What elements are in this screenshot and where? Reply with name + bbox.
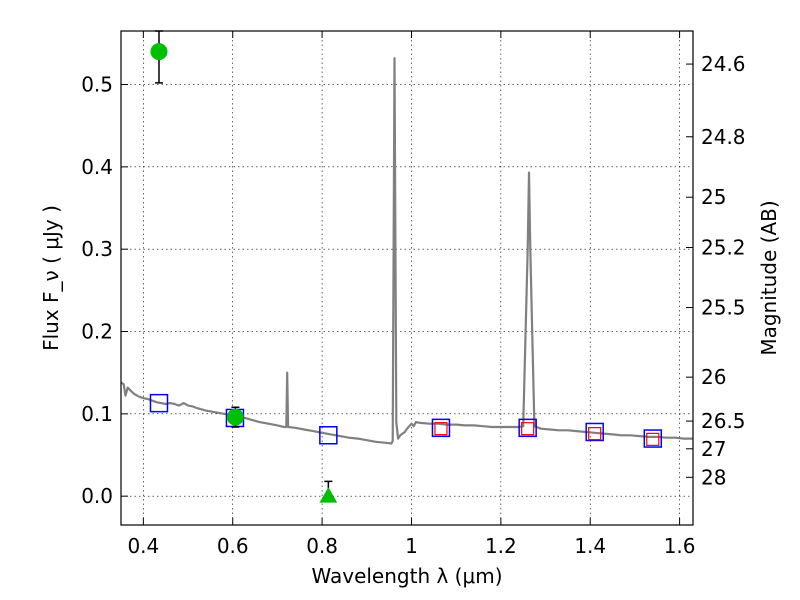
axis-ticks: 0.4 0.6 0.8 1 1.2 1.4 1.6 0.0 0.1 0.2 0.3 0.4 0.5 24.…	[81, 31, 746, 558]
x-tick-label: 1.2	[485, 534, 517, 558]
right-tick-label: 25.2	[701, 236, 746, 260]
right-tick-label: 24.6	[701, 52, 746, 76]
y-tick-label: 0.1	[81, 402, 113, 426]
right-axis-label: Magnitude (AB)	[757, 200, 781, 355]
right-tick-label: 26.5	[701, 409, 746, 433]
x-axis-label: Wavelength λ (μm)	[311, 564, 502, 588]
y-axis-label: Flux F_ν ( μJy )	[39, 205, 63, 351]
model-photometry-square	[319, 426, 338, 445]
x-tick-label: 1.6	[664, 534, 696, 558]
right-tick-label: 25.5	[701, 296, 746, 320]
observed-limit-point	[319, 487, 338, 503]
model-photometry-square-red	[521, 422, 535, 436]
plot-frame	[120, 30, 694, 526]
right-tick-label: 28	[701, 465, 726, 489]
model-spectrum-line	[120, 57, 693, 445]
right-tick-label: 27	[701, 437, 726, 461]
x-tick-label: 0.4	[127, 534, 159, 558]
y-tick-label: 0.4	[81, 155, 113, 179]
model-photometry-square	[149, 393, 169, 413]
model-photometry-square-red	[588, 427, 602, 441]
x-tick-label: 0.8	[306, 534, 338, 558]
grid-lines	[121, 31, 693, 525]
model-photometry-square	[431, 418, 451, 438]
right-tick-label: 25	[701, 185, 726, 209]
plot-series	[120, 30, 693, 503]
model-photometry-square-red	[434, 422, 448, 436]
y-tick-label: 0.5	[81, 73, 113, 97]
right-tick-label: 24.8	[701, 125, 746, 149]
y-tick-label: 0.3	[81, 237, 113, 261]
observed-flux-point	[150, 43, 168, 61]
x-tick-label: 1	[405, 534, 418, 558]
model-photometry-square	[585, 422, 604, 442]
observed-flux-point	[226, 408, 244, 426]
y-tick-label: 0.2	[81, 320, 113, 344]
y-tick-label: 0.0	[81, 484, 113, 508]
x-tick-label: 1.4	[574, 534, 606, 558]
model-photometry-square	[643, 429, 663, 448]
right-tick-label: 26	[701, 365, 726, 389]
model-photometry-square-red	[646, 432, 660, 446]
model-photometry-square	[518, 418, 537, 438]
x-tick-label: 0.6	[217, 534, 249, 558]
